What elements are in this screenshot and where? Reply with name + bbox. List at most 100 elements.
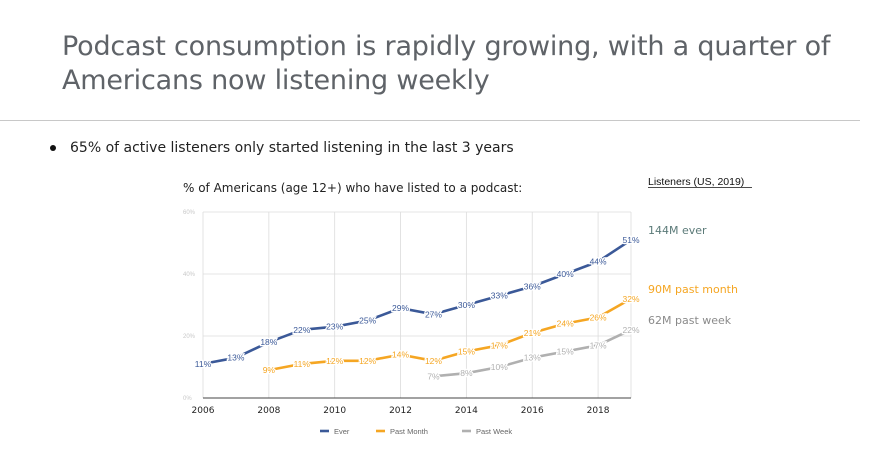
data-point [629,328,633,332]
data-label: 15% [458,347,475,357]
data-label: 17% [590,340,607,350]
data-label: 23% [326,322,343,332]
data-point [596,315,600,319]
data-label: 36% [524,281,541,291]
data-point [267,368,271,372]
data-label: 27% [425,309,442,319]
data-point [464,371,468,375]
y-axis-ticks: 0% 20% 40% 60% [183,210,196,402]
x-tick-label: 2018 [587,406,610,416]
x-tick-label: 2008 [257,406,280,416]
data-label: 44% [590,257,607,267]
y-tick-label: 60% [183,210,196,216]
series-line [268,297,632,372]
data-label: 25% [359,316,376,326]
series-ever: 11% 13% 18% 22% 23% 25% 29% 27% 30% 33% 36% 40% 44% 5… [194,234,642,371]
data-point [300,362,304,366]
chart-title: % of Americans (age 12+) who have listed… [183,181,522,195]
data-point [333,359,337,363]
slide-title: Podcast consumption is rapidly growing, … [62,31,831,96]
data-point [563,322,567,326]
x-tick-label: 2012 [389,406,412,416]
data-label: 33% [491,291,508,301]
data-label: 14% [392,350,409,360]
data-label: 30% [458,300,475,310]
chart-grid [202,211,632,399]
bullet-text: 65% of active listeners only started lis… [70,140,514,156]
data-label: 12% [425,356,442,366]
y-tick-label: 40% [183,272,196,278]
side-label-past-month: 90M past month [648,283,738,296]
data-label: 26% [590,312,607,322]
data-label: 13% [227,353,244,363]
data-label: 24% [557,319,574,329]
data-label: 21% [524,328,541,338]
y-tick-label: 0% [183,396,192,402]
data-label: 40% [557,269,574,279]
data-label: 10% [491,362,508,372]
x-axis-ticks: 2006 2008 2010 2012 2014 2016 2018 [192,406,610,416]
data-label: 9% [263,365,276,375]
data-point [629,297,633,301]
x-tick-label: 2014 [455,406,478,416]
data-point [398,353,403,357]
data-point [366,359,370,363]
data-point [530,331,534,335]
data-point [300,328,304,332]
data-label: 22% [622,325,639,335]
legend-label: Ever [334,427,350,436]
data-label: 7% [427,371,440,381]
data-point [497,365,501,369]
side-label-past-week: 62M past week [648,314,732,327]
data-point [464,349,468,354]
data-point [596,260,600,264]
data-point [497,343,501,347]
side-panel-heading: Listeners (US, 2019) [648,176,744,188]
chart-series: 11% 13% 18% 22% 23% 25% 29% 27% 30% 33% 36% 40% 44% 5… [194,234,642,383]
data-label: 51% [622,235,639,245]
side-panel-labels: 144M ever 90M past month 62M past week [648,224,738,327]
y-tick-label: 20% [183,334,196,340]
data-label: 22% [293,325,310,335]
x-tick-label: 2010 [323,406,346,416]
data-label: 8% [460,368,473,378]
title-divider [0,120,860,121]
data-label: 29% [392,303,409,313]
data-point [629,238,633,242]
bullet-item: 65% of active listeners only started lis… [50,140,514,156]
data-point [596,343,600,347]
data-point [333,325,337,329]
data-label: 13% [524,353,541,363]
data-point [530,356,534,360]
data-label: 15% [557,347,574,357]
data-point [267,340,271,344]
data-point [431,374,436,378]
data-label: 11% [294,359,311,369]
data-point [431,359,436,363]
data-point [431,312,436,316]
data-label: 17% [491,340,508,350]
data-label: 12% [326,356,343,366]
data-point [563,272,567,276]
data-point [563,349,567,354]
x-tick-label: 2016 [521,406,544,416]
legend-label: Past Week [476,427,512,436]
series-past-week: 7% 8% 10% 13% 15% 17% 22% [426,324,641,383]
bullet-dot-icon [50,145,56,151]
legend-label: Past Month [390,427,428,436]
data-label: 32% [622,294,639,304]
data-point [464,303,468,307]
side-label-ever: 144M ever [648,224,707,237]
series-past-month: 9% 11% 12% 12% 14% 12% 15% 17% 21% 24% 26% 32% [261,293,641,377]
chart-legend: Ever Past Month Past Week [320,427,512,436]
data-point [234,356,238,360]
data-point [398,306,403,310]
data-label: 11% [195,359,212,369]
data-label: 18% [260,337,277,347]
data-point [530,284,534,288]
data-label: 12% [359,356,376,366]
data-point [497,294,501,298]
x-tick-label: 2006 [192,406,215,416]
data-point [201,362,205,366]
